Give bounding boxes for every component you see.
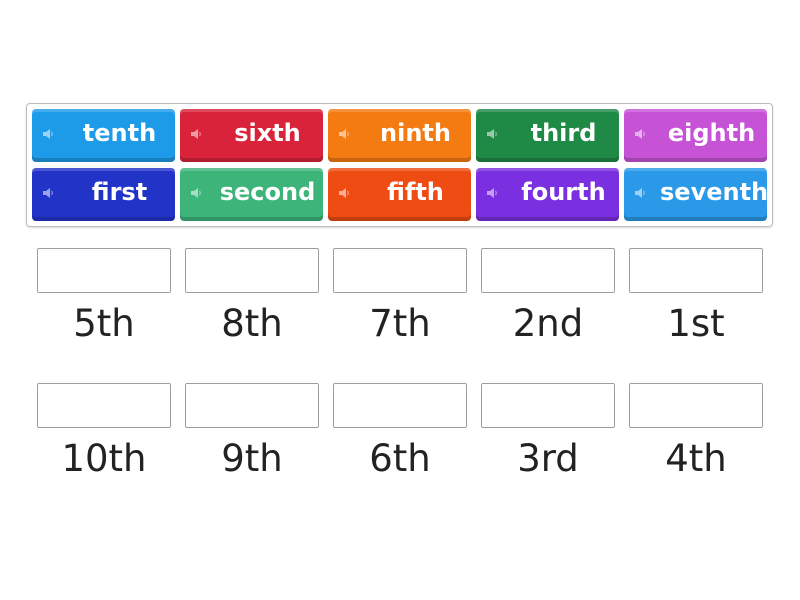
- word-tile-label: third: [530, 119, 597, 147]
- word-tile-ninth[interactable]: ninth: [328, 109, 471, 162]
- target-label: 1st: [667, 302, 725, 345]
- word-tile-label: seventh: [660, 178, 769, 206]
- speaker-icon[interactable]: [190, 128, 202, 140]
- word-tile-label: ninth: [380, 119, 451, 147]
- word-tile-first[interactable]: first: [32, 168, 175, 221]
- word-tile-label: sixth: [234, 119, 301, 147]
- speaker-icon[interactable]: [42, 187, 54, 199]
- target-label: 4th: [665, 437, 727, 480]
- speaker-icon[interactable]: [42, 128, 54, 140]
- speaker-icon[interactable]: [634, 128, 646, 140]
- word-tile-eighth[interactable]: eighth: [624, 109, 767, 162]
- word-tile-third[interactable]: third: [476, 109, 619, 162]
- word-tile-label: second: [219, 178, 316, 206]
- target-label: 7th: [369, 302, 431, 345]
- word-tile-label: fifth: [387, 178, 444, 206]
- word-tile-label: first: [91, 178, 148, 206]
- speaker-icon[interactable]: [190, 187, 202, 199]
- drop-zone[interactable]: [37, 383, 171, 428]
- drop-zone[interactable]: [185, 383, 319, 428]
- target-label: 8th: [221, 302, 283, 345]
- word-tile-fourth[interactable]: fourth: [476, 168, 619, 221]
- drop-zone[interactable]: [481, 383, 615, 428]
- word-tile-tray: [26, 103, 773, 227]
- word-tile-label: eighth: [667, 119, 756, 147]
- drop-zone[interactable]: [185, 248, 319, 293]
- speaker-icon[interactable]: [634, 187, 646, 199]
- target-label: 9th: [221, 437, 283, 480]
- speaker-icon[interactable]: [338, 128, 350, 140]
- drop-zone[interactable]: [333, 248, 467, 293]
- word-tile-label: fourth: [521, 178, 606, 206]
- speaker-icon[interactable]: [338, 187, 350, 199]
- drop-zone[interactable]: [37, 248, 171, 293]
- target-label: 5th: [73, 302, 135, 345]
- word-tile-second[interactable]: second: [180, 168, 323, 221]
- target-label: 2nd: [512, 302, 584, 345]
- drop-zone[interactable]: [481, 248, 615, 293]
- target-label: 10th: [61, 437, 147, 480]
- word-tile-label: tenth: [82, 119, 157, 147]
- target-label: 6th: [369, 437, 431, 480]
- word-tile-seventh[interactable]: seventh: [624, 168, 769, 221]
- word-tile-sixth[interactable]: sixth: [180, 109, 323, 162]
- speaker-icon[interactable]: [486, 128, 498, 140]
- drop-zone[interactable]: [629, 383, 763, 428]
- target-label: 3rd: [517, 437, 579, 480]
- word-tile-tenth[interactable]: tenth: [32, 109, 175, 162]
- drop-zone[interactable]: [333, 383, 467, 428]
- word-tile-fifth[interactable]: fifth: [328, 168, 471, 221]
- speaker-icon[interactable]: [486, 187, 498, 199]
- drop-zone[interactable]: [629, 248, 763, 293]
